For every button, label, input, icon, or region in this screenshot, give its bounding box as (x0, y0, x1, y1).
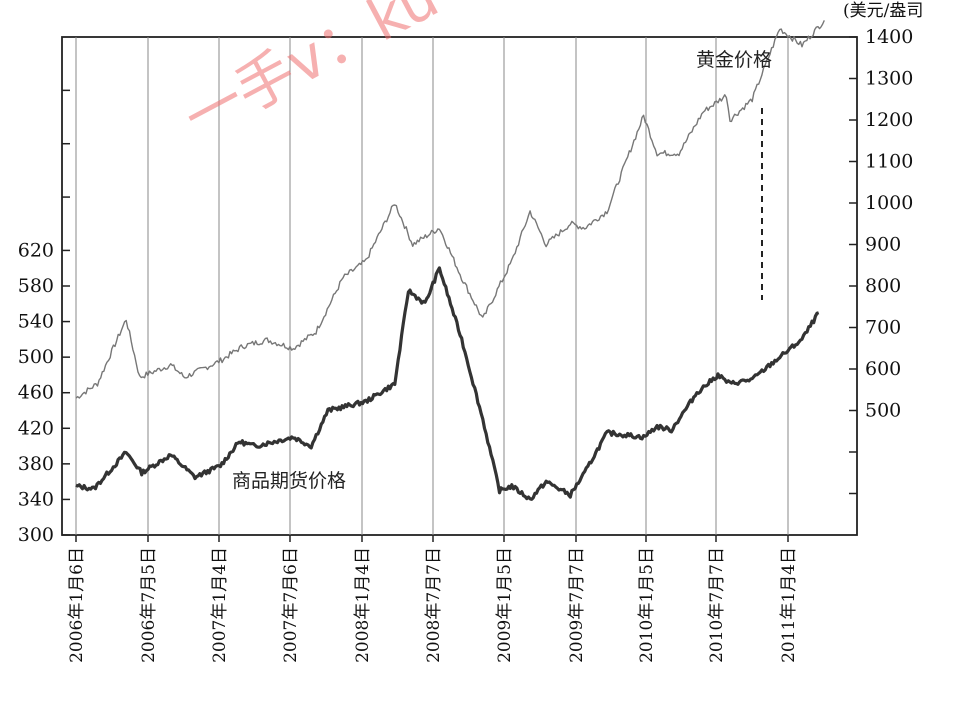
right-tick-label: 900 (865, 234, 901, 256)
x-tick-label: 2006年1月6日 (67, 547, 87, 663)
series-label-gold: 黄金价格 (696, 49, 772, 71)
x-axis: 2006年1月6日 2006年7月5日 2007年1月4日 2007年7月6日 2008… (67, 535, 799, 663)
right-axis: 500 600 700 800 900 1000 1100 1200 1300 1400 (849, 26, 913, 495)
x-tick-label: 2008年7月7日 (424, 547, 444, 663)
right-tick-label: 1000 (865, 192, 913, 214)
x-tick-label: 2006年7月5日 (139, 547, 159, 663)
right-tick-label: 1100 (865, 151, 913, 173)
x-tick-label: 2010年7月7日 (707, 547, 727, 663)
left-tick-label: 460 (18, 382, 54, 404)
left-tick-label: 420 (18, 417, 54, 439)
commodity-price-line (75, 266, 820, 501)
left-tick-label: 340 (18, 488, 54, 510)
right-tick-label: 1400 (865, 26, 913, 48)
left-axis: 300 340 380 420 460 500 540 580 620 (18, 89, 70, 546)
x-tick-label: 2009年1月5日 (495, 547, 515, 663)
left-tick-label: 540 (18, 311, 54, 333)
series-layer (75, 20, 825, 501)
right-tick-label: 700 (865, 317, 901, 339)
plot-frame (61, 36, 858, 536)
left-tick-label: 500 (18, 346, 54, 368)
left-tick-label: 300 (18, 524, 54, 546)
right-tick-label: 600 (865, 358, 901, 380)
left-tick-label: 620 (18, 239, 54, 261)
left-tick-label: 380 (18, 453, 54, 475)
series-label-commodity: 商品期货价格 (232, 470, 346, 492)
x-tick-label: 2010年1月5日 (637, 547, 657, 663)
right-tick-label: 1300 (865, 68, 913, 90)
x-tick-label: 2009年7月7日 (567, 547, 587, 663)
x-tick-label: 2007年7月6日 (281, 547, 301, 663)
left-tick-label: 580 (18, 275, 54, 297)
x-tick-label: 2007年1月4日 (210, 547, 230, 663)
right-tick-label: 1200 (865, 109, 913, 131)
right-tick-label: 500 (865, 400, 901, 422)
x-tick-label: 2008年1月4日 (353, 547, 373, 663)
watermark: 一手v：ku (173, 0, 449, 152)
right-axis-unit: (美元/盎司 (843, 1, 923, 21)
x-tick-label: 2011年1月4日 (779, 547, 799, 663)
gold-price-line (75, 20, 825, 399)
right-tick-label: 800 (865, 275, 901, 297)
